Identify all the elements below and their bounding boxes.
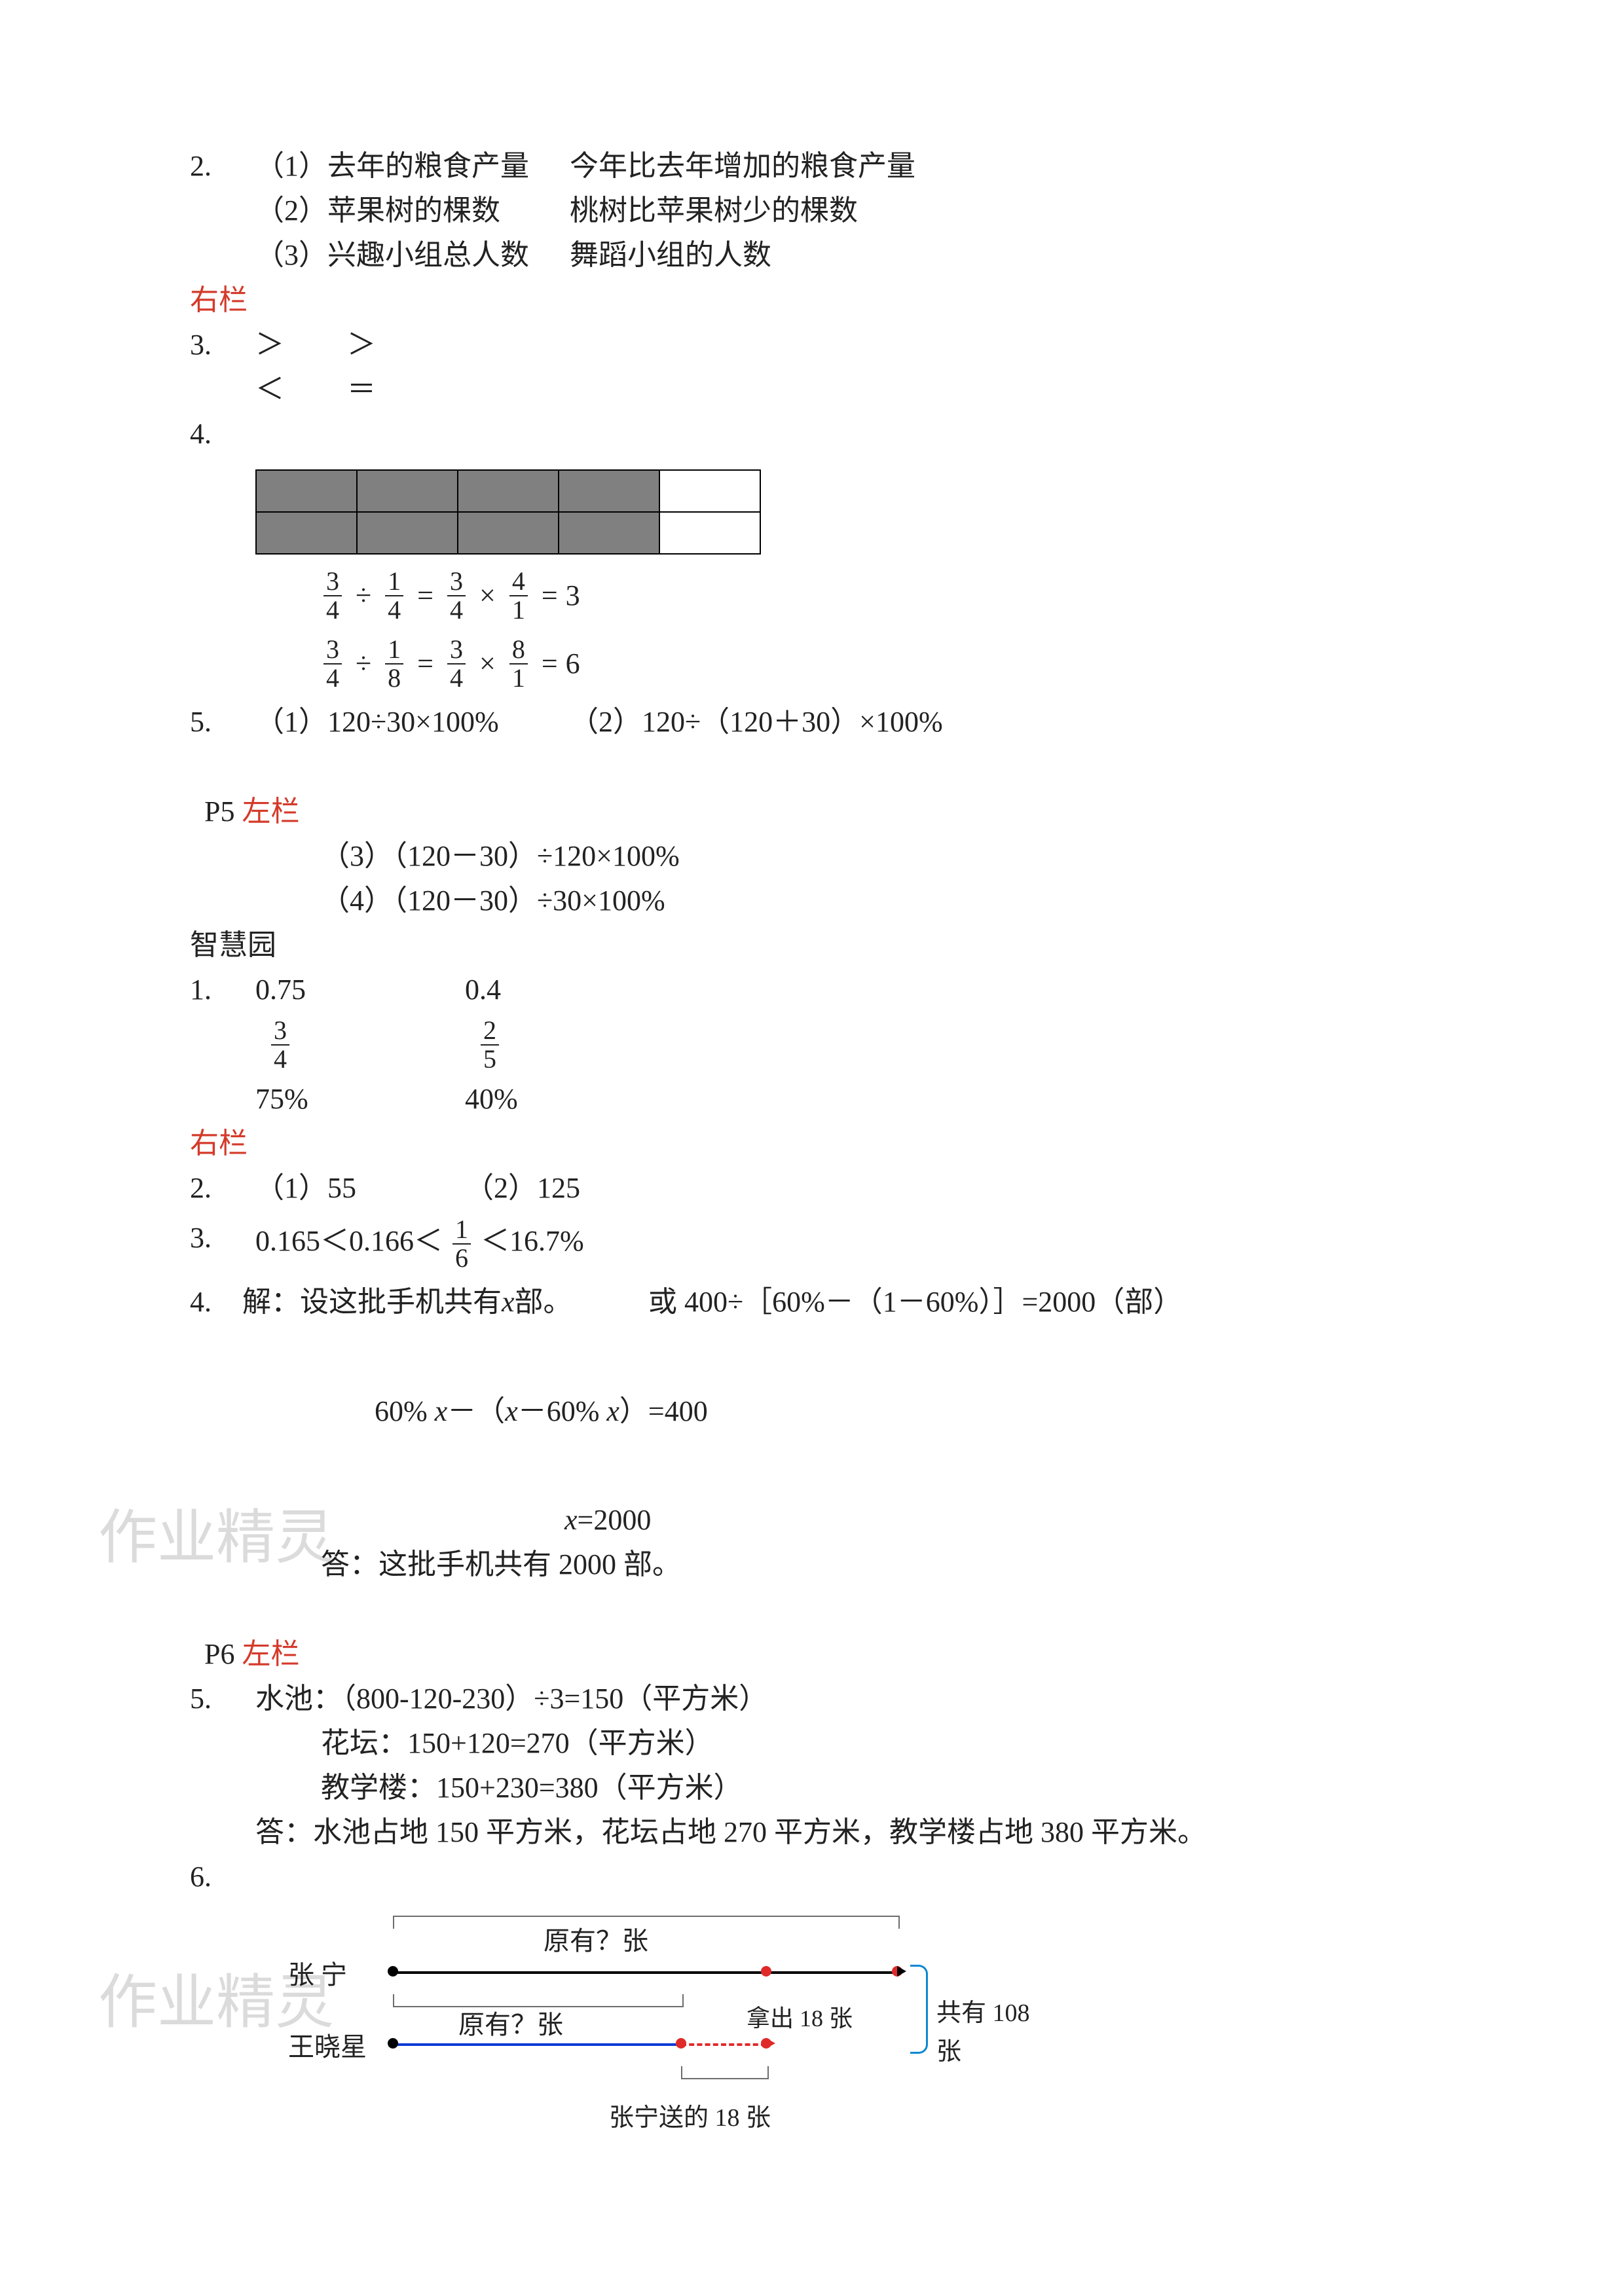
t5-l3: 教学楼：150+230=380（平方米） xyxy=(321,1766,1434,1810)
line-diagram: 原有？张 张 宁 原有？张 拿出 18 张 王晓星 共有 108 张 张宁送的 … xyxy=(229,1903,1048,2151)
t1-r1b: 0.4 xyxy=(465,968,501,1012)
q5-p2: （2）120÷（120＋30）×100% xyxy=(570,700,943,744)
t4-sol: x=2000 xyxy=(550,1453,1434,1542)
q5-row: 5. （1）120÷30×100% （2）120÷（120＋30）×100% xyxy=(190,700,1434,744)
q2-1a: （1）去年的粮食产量 xyxy=(255,144,570,189)
t2-label: 2. xyxy=(190,1166,255,1211)
give-label: 拿出 18 张 xyxy=(747,2001,853,2037)
times-sign: × xyxy=(475,574,500,618)
t2-row: 2. （1）55 （2）125 xyxy=(190,1166,1434,1211)
total-label: 共有 108 张 xyxy=(936,1994,1048,2071)
q2-3b: 舞蹈小组的人数 xyxy=(570,233,771,278)
row2-line-red xyxy=(681,2043,766,2046)
q4-label: 4. xyxy=(190,412,1434,456)
divide-sign: ÷ xyxy=(352,574,375,618)
q2-2b: 桃树比苹果树少的棵数 xyxy=(570,189,858,233)
right-col-2: 右栏 xyxy=(190,1121,1434,1166)
send-label: 张宁送的 18 张 xyxy=(609,2099,771,2138)
row2-arrow-icon xyxy=(766,2038,775,2049)
t1-r3a: 75% xyxy=(255,1077,465,1121)
q5-label: 5. xyxy=(190,700,255,744)
t5-ans: 答：水池占地 150 平方米，花坛占地 270 平方米，教学楼占地 380 平方… xyxy=(255,1810,1434,1855)
p5-header: P5 左栏 xyxy=(190,745,1434,834)
q5-p3: （3）（120－30）÷120×100% xyxy=(321,834,1434,879)
q5-p4: （4）（120－30）÷30×100% xyxy=(321,879,1434,923)
t4-or: 或 400÷［60%－（1－60%）］=2000（部） xyxy=(648,1280,1182,1324)
t5-l1: 5. 水池：（800-120-230）÷3=150（平方米） xyxy=(190,1677,1434,1721)
row1-start-dot xyxy=(388,1966,398,1977)
t6-label: 6. xyxy=(190,1855,1434,1899)
q3-label: 3. xyxy=(190,323,255,367)
wisdom-header: 智慧园 xyxy=(190,923,1434,968)
row2-line-blue xyxy=(393,2043,681,2046)
q3-row1: 3. ＞ ＞ xyxy=(190,323,1434,367)
q2-1b: 今年比去年增加的粮食产量 xyxy=(570,144,915,189)
t1-label: 1. xyxy=(190,968,255,1012)
row2-mid-dot xyxy=(676,2038,686,2049)
t4-label: 4. xyxy=(190,1280,242,1324)
p6-header: P6 左栏 xyxy=(190,1587,1434,1676)
q3-row2: ＜ ＝ xyxy=(190,367,1434,412)
q2-label: 2. xyxy=(190,144,255,189)
t1-row1: 1. 0.75 0.4 xyxy=(190,968,1434,1012)
t4-eq: 60% x－（x－60% x）=400 xyxy=(360,1344,1434,1433)
frac-eq-2: 34 ÷ 18 = 34 × 81 =6 xyxy=(321,636,1434,692)
q5-p1: （1）120÷30×100% xyxy=(255,700,570,744)
q2-line3: （3）兴趣小组总人数 舞蹈小组的人数 xyxy=(190,233,1434,278)
shaded-grid xyxy=(255,469,761,555)
frac-eq-1: 34 ÷ 14 = 34 × 41 =3 xyxy=(321,568,1434,624)
q3-r1b: ＞ xyxy=(347,323,376,367)
t4-ans: 答：这批手机共有 2000 部。 xyxy=(321,1542,1434,1587)
watermark-1: 作业精灵 xyxy=(98,1493,334,1584)
mid-q: 原有？张 xyxy=(458,2005,563,2045)
t1-r3b: 40% xyxy=(465,1077,518,1121)
name-wangxiaoxing: 王晓星 xyxy=(288,2027,367,2068)
t2-a: （1）55 xyxy=(255,1166,465,1211)
q3-r2b: ＝ xyxy=(347,367,376,412)
row2-start-dot xyxy=(388,2038,398,2049)
q2-3a: （3）兴趣小组总人数 xyxy=(255,233,570,278)
t1-row2: 34 25 xyxy=(190,1017,1434,1073)
t3-label: 3. xyxy=(190,1216,255,1272)
q2-line2: （2）苹果树的棵数 桃树比苹果树少的棵数 xyxy=(190,189,1434,233)
t4-line1: 4. 解：设这批手机共有x部。 或 400÷［60%－（1－60%）］=2000… xyxy=(190,1280,1434,1324)
name-zhangning: 张 宁 xyxy=(288,1955,347,1995)
t1-row3: 75% 40% xyxy=(190,1077,1434,1121)
right-col-1: 右栏 xyxy=(190,278,1434,323)
t3-row: 3. 0.165＜0.166＜ 16 ＜16.7% xyxy=(190,1216,1434,1272)
t1-r1a: 0.75 xyxy=(255,968,465,1012)
bot-bracket xyxy=(681,2066,769,2079)
q2-2a: （2）苹果树的棵数 xyxy=(255,189,570,233)
top-q: 原有？张 xyxy=(544,1921,648,1961)
row1-give-dot xyxy=(761,1966,771,1977)
t5-l2: 花坛：150+120=270（平方米） xyxy=(321,1721,1434,1766)
brace-icon xyxy=(910,1965,928,2054)
row1-line xyxy=(393,1971,897,1974)
t2-b: （2）125 xyxy=(465,1166,580,1211)
q3-r1a: ＞ xyxy=(255,323,347,367)
q3-r2a: ＜ xyxy=(255,367,347,412)
q2-line1: 2. （1）去年的粮食产量 今年比去年增加的粮食产量 xyxy=(190,144,1434,189)
t5-label: 5. xyxy=(190,1677,255,1721)
row1-arrow-icon xyxy=(897,1966,906,1977)
